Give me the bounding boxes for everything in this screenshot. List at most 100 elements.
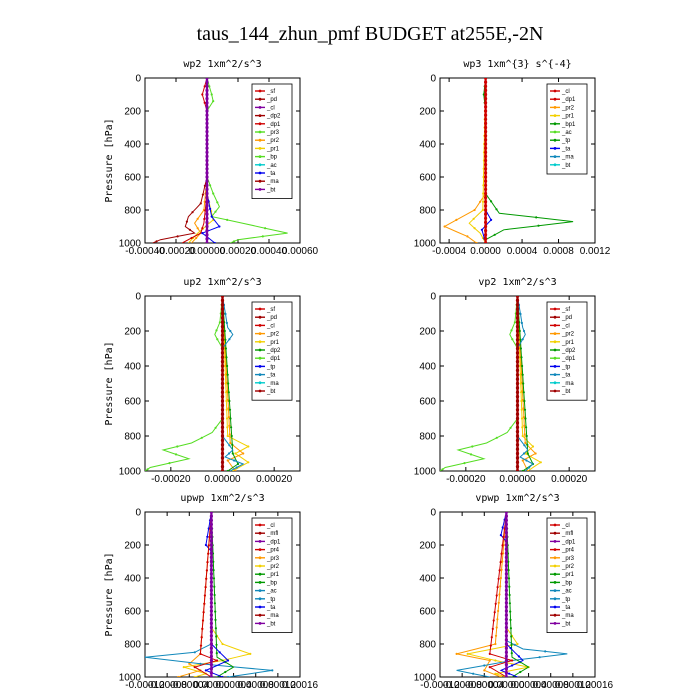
data-point (522, 382, 525, 385)
legend-entry: _dp1 (266, 539, 281, 545)
data-point (224, 312, 227, 316)
data-point (495, 436, 498, 439)
data-point (205, 125, 209, 130)
data-point (515, 421, 520, 425)
data-point (203, 594, 206, 597)
legend-entry: _bp (266, 155, 278, 161)
legend-marker (258, 315, 262, 319)
legend-marker (258, 348, 262, 352)
legend-entry: _cl (561, 89, 570, 95)
data-point (168, 462, 171, 465)
data-point (484, 175, 488, 179)
data-point (220, 425, 225, 429)
y-tick-label: 1000 (119, 239, 142, 250)
data-point (484, 237, 488, 241)
data-point (515, 303, 520, 307)
legend-marker (553, 564, 557, 568)
legend-entry: _dp1 (561, 539, 576, 545)
data-point (484, 220, 488, 224)
y-tick-label: 0 (135, 508, 141, 519)
data-point (203, 217, 206, 221)
y-axis-label: Pressure [hPa] (104, 341, 115, 425)
legend-entry: _ta (266, 171, 276, 177)
data-point (508, 593, 511, 597)
data-point (495, 594, 498, 597)
data-point (201, 193, 204, 196)
data-point (220, 360, 225, 364)
data-point (216, 201, 219, 204)
y-tick-label: 400 (124, 362, 141, 373)
data-point (484, 163, 488, 167)
data-point (205, 158, 209, 163)
legend-entry: _pr1 (561, 114, 575, 120)
data-point (535, 216, 538, 219)
data-point (206, 561, 209, 564)
x-tick-label: 0.00020 (256, 474, 293, 485)
data-point (519, 347, 523, 350)
series-line-dp1 (181, 78, 208, 243)
data-point (473, 208, 476, 212)
data-point (455, 652, 458, 656)
data-point (504, 609, 508, 613)
data-point (515, 438, 520, 442)
data-point (174, 453, 178, 456)
data-point (515, 381, 520, 386)
data-point (515, 434, 520, 438)
data-point (507, 569, 510, 572)
data-point (210, 215, 213, 218)
data-point (209, 522, 213, 527)
data-point (209, 654, 213, 659)
data-point (508, 585, 511, 588)
legend: _cl _dp1 _pr2 _pr1 _bp1 _ac _tp _ta _ma _bt (546, 83, 588, 175)
data-point (484, 134, 488, 138)
series-line-dp1 (145, 296, 223, 471)
data-point (509, 618, 512, 622)
data-point (484, 80, 488, 84)
legend-entry: _ma (561, 613, 574, 619)
data-point (227, 407, 230, 410)
data-point (483, 664, 486, 667)
legend-entry: _bt (266, 621, 276, 627)
x-tick-label: -0.00020 (151, 474, 191, 485)
series-group (440, 296, 542, 471)
data-point (227, 382, 230, 385)
data-point (229, 329, 232, 333)
data-point (496, 618, 499, 621)
data-point (490, 218, 493, 221)
legend-entry: _tp (561, 364, 571, 370)
series-line-pr2 (467, 512, 529, 677)
legend: _cl _mfl _dp1 _pr4 _pr3 _pr2 _pr1 _bp _ac _tp _ta _… (546, 517, 588, 633)
data-point (226, 426, 229, 429)
data-point (209, 663, 213, 667)
data-point (188, 228, 191, 231)
data-point (205, 577, 208, 580)
y-tick-label: 400 (419, 574, 436, 585)
data-point (484, 146, 488, 150)
data-point (537, 224, 540, 227)
data-point (209, 650, 213, 654)
data-point (205, 241, 209, 243)
data-point (544, 650, 547, 653)
data-point (220, 412, 225, 416)
data-point (215, 329, 218, 332)
data-point (205, 216, 209, 220)
data-point (515, 386, 520, 390)
data-point (482, 192, 485, 195)
y-tick-label: 600 (124, 397, 141, 408)
data-point (230, 434, 233, 438)
x-tick-label: 0.0000 (470, 246, 501, 257)
data-point (484, 196, 488, 200)
data-point (504, 642, 508, 646)
data-point (220, 416, 225, 421)
data-point (209, 514, 213, 518)
data-point (494, 602, 497, 605)
data-point (205, 224, 209, 229)
panel-title: vpwp 1xm^2/s^3 (475, 493, 559, 504)
data-point (497, 577, 500, 580)
legend-box (251, 301, 293, 401)
y-tick-label: 0 (430, 292, 436, 303)
data-point (209, 584, 213, 588)
data-point (209, 512, 213, 514)
data-point (484, 233, 488, 237)
x-tick-label: -0.00040 (125, 246, 165, 257)
